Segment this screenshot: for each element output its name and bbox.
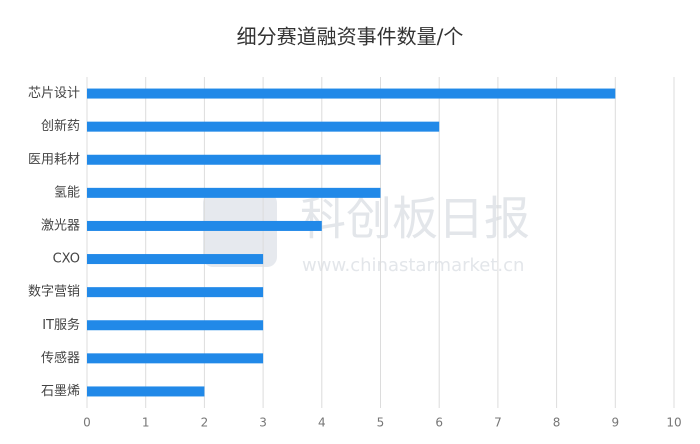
x-tick-label: 2 (201, 416, 209, 430)
y-tick-label: 芯片设计 (28, 86, 80, 101)
x-tick-label: 8 (553, 416, 561, 430)
watermark: 科创板日报 www.chinastarmarket.cn (203, 192, 530, 276)
x-tick-label: 5 (377, 416, 385, 430)
bar (87, 254, 264, 265)
y-tick-label: 氢能 (54, 185, 80, 200)
watermark-title: 科创板日报 (300, 192, 530, 246)
bar (87, 287, 264, 298)
y-tick-label: 石墨烯 (41, 384, 80, 399)
y-tick-label: 激光器 (41, 218, 80, 233)
y-tick-label: CXO (53, 252, 80, 267)
bar (87, 187, 381, 198)
x-tick-label: 6 (435, 416, 443, 430)
y-tick-label: 创新药 (41, 118, 80, 134)
y-tick-label: 数字营销 (28, 285, 80, 300)
x-tick-label: 0 (83, 416, 91, 430)
bar (87, 353, 264, 364)
x-tick-label: 4 (318, 416, 326, 430)
x-tick-label: 3 (259, 416, 267, 430)
y-tick-label: 传感器 (41, 350, 80, 366)
y-tick-label: 医用耗材 (28, 152, 80, 167)
y-tick-label: IT服务 (42, 317, 80, 333)
chart-title: 细分赛道融资事件数量/个 (237, 25, 464, 49)
bar (87, 220, 322, 231)
bar (87, 386, 205, 397)
x-tick-label: 9 (611, 416, 619, 430)
bar (87, 88, 616, 99)
bar (87, 154, 381, 165)
x-tick-label: 10 (666, 416, 681, 430)
x-tick-label: 7 (494, 416, 502, 430)
bar (87, 320, 264, 331)
x-tick-label: 1 (142, 416, 150, 430)
bar (87, 121, 440, 132)
watermark-url: www.chinastarmarket.cn (302, 255, 524, 276)
